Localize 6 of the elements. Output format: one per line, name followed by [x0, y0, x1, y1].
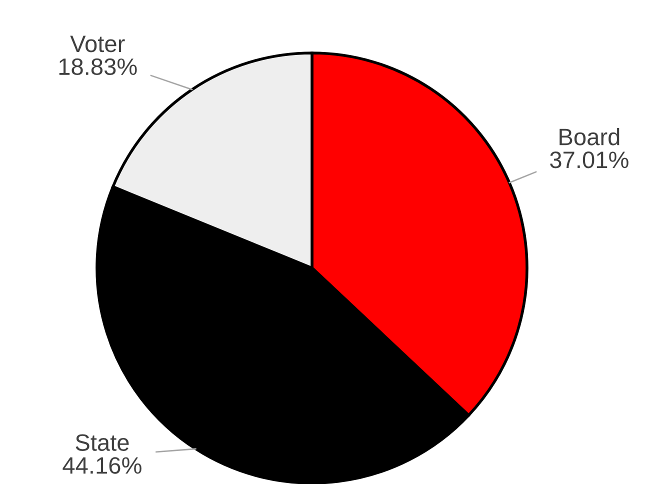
- data-label: 18.83%: [59, 58, 137, 76]
- data-label: 37.01%: [550, 151, 628, 168]
- slice-label: Voter: [70, 36, 125, 52]
- slice-label: Board: [560, 128, 620, 146]
- slice-label: State: [76, 434, 129, 451]
- data-label: 44.16%: [62, 457, 142, 474]
